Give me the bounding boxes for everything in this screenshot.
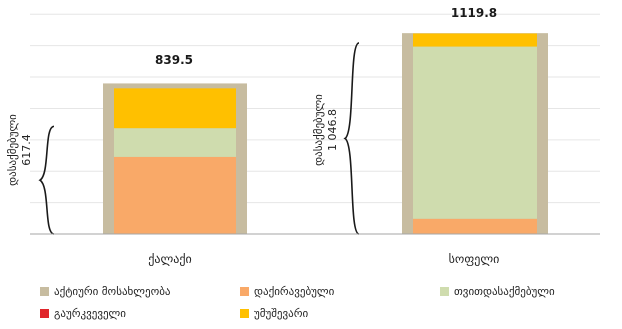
employed-label-village: დასაქმებული 1 046.8 <box>312 94 339 166</box>
employed-title-village: დასაქმებული <box>312 94 325 166</box>
legend-label: აქტიური მოსახლეობა <box>54 285 171 298</box>
bar-segment-1-city <box>114 156 236 234</box>
employed-label-city: დასაქმებული 617.4 <box>6 114 33 186</box>
legend-swatch <box>240 309 249 318</box>
legend-label: დაქირავებული <box>254 285 335 298</box>
bar-segment-4-city <box>114 88 236 129</box>
bar-segment-2-city <box>114 128 236 157</box>
brace-village <box>343 42 360 235</box>
legend-swatch <box>440 287 449 296</box>
bars <box>103 33 548 234</box>
legend-item-unemployed: უმუშევარი <box>240 307 308 320</box>
employed-value-village: 1 046.8 <box>326 109 339 151</box>
legend-item-hired: დაქირავებული <box>240 285 334 298</box>
total-label-village: 1119.8 <box>451 6 497 20</box>
bar-segment-1-village <box>413 218 537 234</box>
brace-city <box>38 125 55 235</box>
total-label-city: 839.5 <box>155 53 193 67</box>
legend-label: უმუშევარი <box>254 307 309 320</box>
category-label-village: სოფელი <box>449 252 500 266</box>
legend-label: გაურკვეველი <box>54 307 126 320</box>
legend-label: თვითდასაქმებული <box>454 285 555 298</box>
bar-segment-2-village <box>413 46 537 219</box>
bar-segment-4-village <box>413 33 537 47</box>
employed-braces <box>38 42 360 235</box>
category-label-city: ქალაქი <box>148 252 191 266</box>
legend-swatch <box>240 287 249 296</box>
legend-swatch <box>40 287 49 296</box>
legend-item-active-population: აქტიური მოსახლეობა <box>40 285 171 298</box>
employed-value-city: 617.4 <box>20 134 33 166</box>
legend-item-unspecified: გაურკვეველი <box>40 307 126 320</box>
legend-item-self-employed: თვითდასაქმებული <box>440 285 555 298</box>
employed-title-city: დასაქმებული <box>6 114 19 186</box>
legend-swatch <box>40 309 49 318</box>
